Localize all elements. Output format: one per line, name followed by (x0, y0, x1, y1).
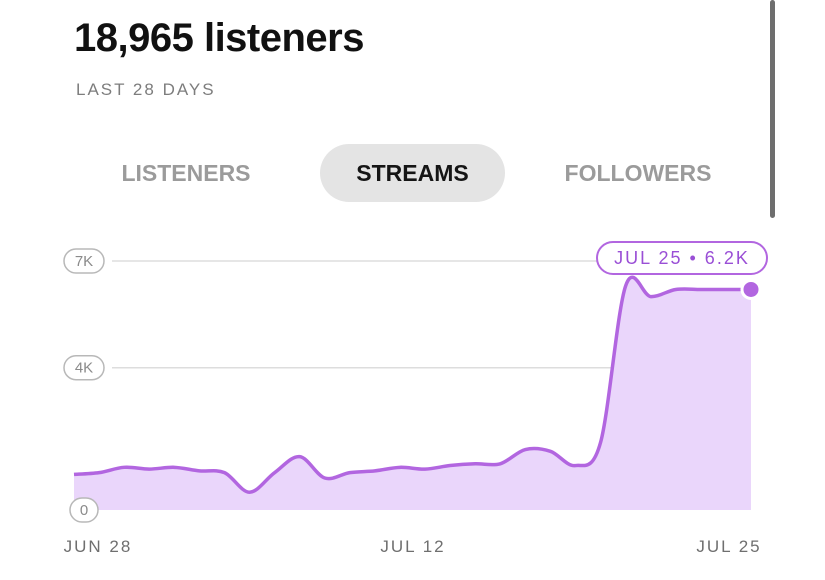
y-tick-pill (63, 354, 105, 381)
tab-followers[interactable]: FOLLOWERS (564, 160, 712, 186)
x-tick-label: JUL 25 (696, 537, 761, 556)
y-tick-label: 0 (80, 502, 88, 519)
y-tick-label: 7K (75, 253, 93, 270)
selected-point-marker (740, 278, 762, 300)
streams-chart: 0 4K 7K JUN 28 JUL 12 JUL 25 JUL 25 • 6.2K (63, 241, 768, 556)
y-tick-pill (63, 248, 105, 274)
y-tick-label: 4K (75, 360, 93, 377)
listener-count-title: 18,965 listeners (74, 16, 365, 60)
area-fill (74, 277, 751, 510)
tab-streams[interactable]: STREAMS (320, 144, 505, 202)
value-tooltip: JUL 25 • 6.2K (596, 241, 768, 275)
tooltip-text: JUL 25 • 6.2K (614, 248, 750, 268)
series-line (73, 275, 752, 494)
x-axis-labels: JUN 28 JUL 12 JUL 25 (64, 537, 761, 556)
x-tick-label: JUL 12 (380, 537, 445, 556)
period-label: LAST 28 DAYS (76, 80, 216, 99)
y-tick-pill (69, 497, 99, 523)
tab-listeners[interactable]: LISTENERS (121, 160, 251, 186)
tooltip-box (596, 241, 768, 275)
scrollbar[interactable] (770, 0, 775, 218)
x-tick-label: JUN 28 (64, 537, 133, 556)
metric-tabs: LISTENERS STREAMS FOLLOWERS (0, 144, 825, 204)
y-axis-labels: 0 4K 7K (63, 248, 105, 523)
